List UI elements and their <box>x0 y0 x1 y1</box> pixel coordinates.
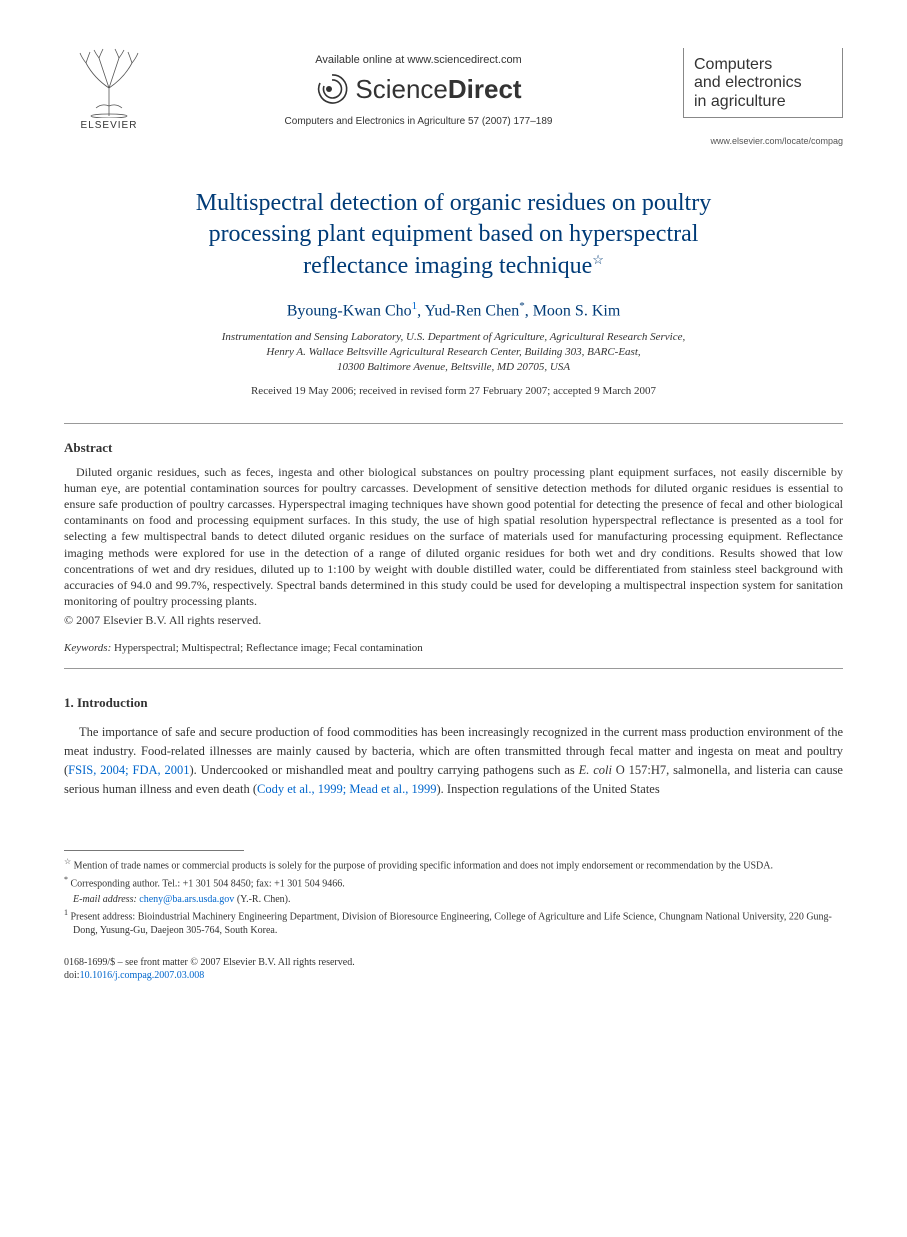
sciencedirect-swirl-icon <box>315 72 349 106</box>
author-1-sup[interactable]: 1 <box>412 300 418 312</box>
footnote-star: ☆ Mention of trade names or commercial p… <box>64 857 843 873</box>
species-name: E. coli <box>579 763 612 777</box>
journal-cover-box: Computers and electronics in agriculture <box>683 48 843 118</box>
sciencedirect-logo: ScienceDirect <box>154 72 683 106</box>
author-1: Byoung-Kwan Cho <box>287 302 412 319</box>
footnote-email: E-mail address: cheny@ba.ars.usda.gov (Y… <box>64 893 843 907</box>
email-link[interactable]: cheny@ba.ars.usda.gov <box>139 894 234 905</box>
front-matter-line: 0168-1699/$ – see front matter © 2007 El… <box>64 956 843 970</box>
author-2-sup[interactable]: * <box>519 300 525 312</box>
sciencedirect-center: Available online at www.sciencedirect.co… <box>154 48 683 127</box>
doi-link[interactable]: 10.1016/j.compag.2007.03.008 <box>80 970 205 981</box>
intro-paragraph-1: The importance of safe and secure produc… <box>64 723 843 798</box>
author-2: Yud-Ren Chen <box>425 302 520 319</box>
sciencedirect-wordmark: ScienceDirect <box>355 74 521 105</box>
citation-link-2[interactable]: Cody et al., 1999; Mead et al., 1999 <box>257 782 436 796</box>
affiliation: Instrumentation and Sensing Laboratory, … <box>64 330 843 375</box>
keywords-text: Hyperspectral; Multispectral; Reflectanc… <box>111 642 423 654</box>
title-block: Multispectral detection of organic resid… <box>64 188 843 396</box>
divider-1 <box>64 423 843 424</box>
footnote-rule <box>64 850 244 851</box>
journal-box-wrapper: Computers and electronics in agriculture… <box>683 48 843 146</box>
elsevier-logo-block: ELSEVIER <box>64 48 154 131</box>
page-footer: 0168-1699/$ – see front matter © 2007 El… <box>64 956 843 983</box>
header-row: ELSEVIER Available online at www.science… <box>64 48 843 146</box>
abstract-heading: Abstract <box>64 440 843 456</box>
abstract-body: Diluted organic residues, such as feces,… <box>64 464 843 610</box>
citation-line: Computers and Electronics in Agriculture… <box>154 116 683 127</box>
paper-title: Multispectral detection of organic resid… <box>64 188 843 282</box>
elsevier-label: ELSEVIER <box>81 120 138 131</box>
divider-2 <box>64 668 843 669</box>
elsevier-tree-icon <box>74 48 144 118</box>
title-footnote-symbol: ☆ <box>592 252 604 267</box>
authors-line: Byoung-Kwan Cho1, Yud-Ren Chen*, Moon S.… <box>64 300 843 320</box>
footnotes-block: ☆ Mention of trade names or commercial p… <box>64 857 843 937</box>
footnote-1: 1 Present address: Bioindustrial Machine… <box>64 908 843 937</box>
keywords-line: Keywords: Hyperspectral; Multispectral; … <box>64 642 843 654</box>
abstract-copyright: © 2007 Elsevier B.V. All rights reserved… <box>64 613 843 628</box>
article-dates: Received 19 May 2006; received in revise… <box>64 385 843 397</box>
journal-url[interactable]: www.elsevier.com/locate/compag <box>683 136 843 146</box>
keywords-label: Keywords: <box>64 642 111 654</box>
available-online-line: Available online at www.sciencedirect.co… <box>154 54 683 66</box>
section-1-heading: 1. Introduction <box>64 695 843 711</box>
author-3: Moon S. Kim <box>533 302 621 319</box>
doi-line: doi:10.1016/j.compag.2007.03.008 <box>64 969 843 983</box>
footnote-corresponding: * Corresponding author. Tel.: +1 301 504… <box>64 875 843 891</box>
journal-name: Computers and electronics in agriculture <box>694 56 832 111</box>
citation-link-1[interactable]: FSIS, 2004; FDA, 2001 <box>68 763 189 777</box>
